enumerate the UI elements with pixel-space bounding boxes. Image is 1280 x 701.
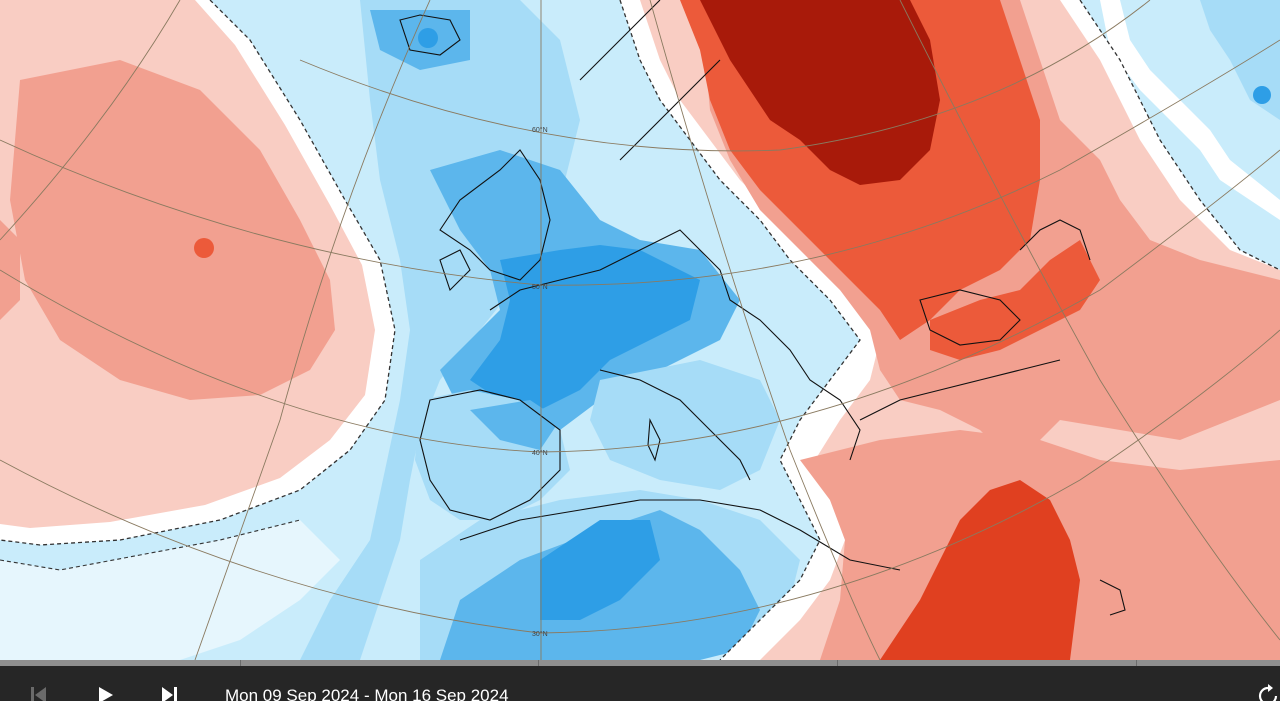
lat-label-30: 30°N: [532, 630, 548, 638]
temperature-anomaly-map: 60°N 50°N 40°N 30°N: [0, 0, 1280, 660]
playback-controls: Mon 09 Sep 2024 - Mon 16 Sep 2024: [0, 666, 1280, 701]
date-range-label: Mon 09 Sep 2024 - Mon 16 Sep 2024: [225, 686, 509, 701]
play-icon[interactable]: [95, 684, 115, 701]
atlantic-salmon-core: [10, 60, 335, 400]
zero-contour-west: [0, 0, 396, 546]
lat-label-60: 60°N: [532, 126, 548, 134]
scandinavia-russia-extreme: [700, 0, 940, 185]
timeline-tick: [837, 660, 838, 666]
lat-label-40: 40°N: [532, 449, 548, 457]
timeline-tick: [1136, 660, 1137, 666]
sahara-hot: [880, 480, 1080, 660]
timeline-tick: [240, 660, 241, 666]
skip-to-start-icon[interactable]: [28, 684, 48, 701]
graticule: [0, 0, 1280, 660]
refresh-icon[interactable]: [1256, 684, 1280, 701]
sw-ocean-band: [0, 520, 340, 660]
anomaly-map: 60°N 50°N 40°N 30°N: [0, 0, 1280, 660]
zero-contour-east: [619, 0, 861, 660]
skip-to-end-icon[interactable]: [160, 684, 180, 701]
lat-label-50: 50°N: [532, 283, 548, 291]
coastlines: [399, 0, 1126, 616]
timeline-scrubber[interactable]: [0, 660, 1280, 666]
timeline-tick: [538, 660, 539, 666]
